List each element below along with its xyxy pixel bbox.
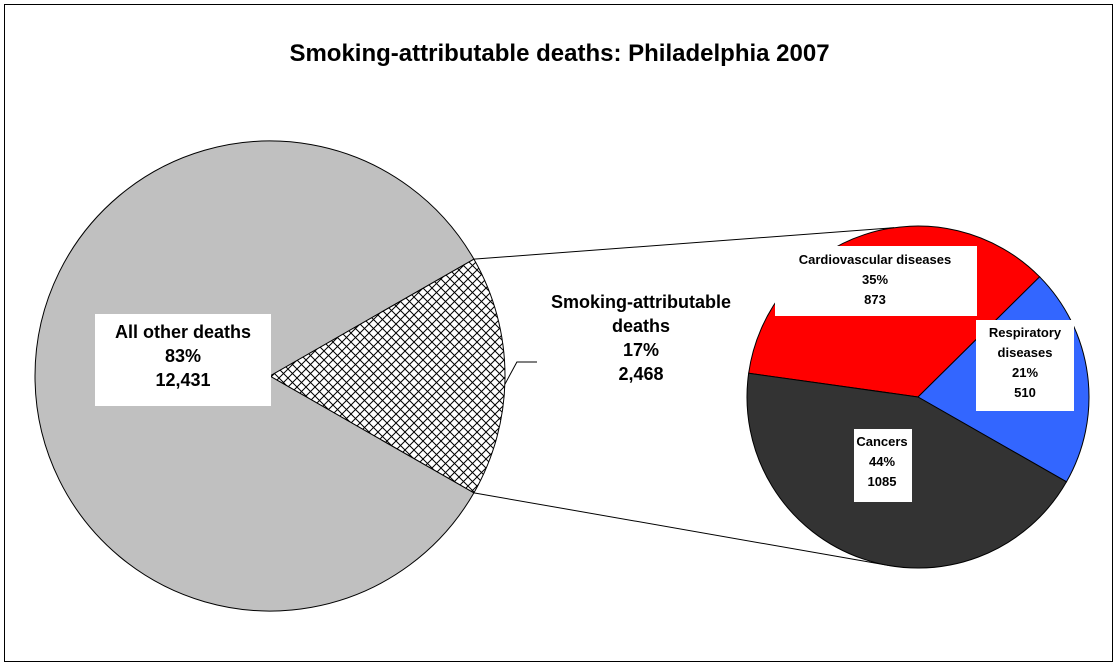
label-value: 1085 <box>868 474 897 489</box>
label-value: 2,468 <box>618 364 663 384</box>
slice-smoking-attributable-deaths <box>268 258 506 494</box>
label-cardiovascular-diseases: Cardiovascular diseases 35% 873 <box>775 246 977 316</box>
label-box <box>976 320 1074 411</box>
label-all-other-deaths: All other deaths 83% 12,431 <box>95 314 271 406</box>
label-box <box>854 429 912 502</box>
connector-line-bottom <box>473 492 889 566</box>
label-name: Respiratory <box>989 325 1062 340</box>
label-smoking-attributable-deaths: Smoking-attributable deaths 17% 2,468 <box>551 292 731 384</box>
connector-line-top <box>473 227 895 260</box>
label-value: 510 <box>1014 385 1036 400</box>
label-respiratory-diseases: Respiratory diseases 21% 510 <box>976 320 1074 411</box>
label-name: deaths <box>612 316 670 336</box>
label-percent: 83% <box>165 346 201 366</box>
label-name: All other deaths <box>115 322 251 342</box>
label-percent: 17% <box>623 340 659 360</box>
label-name: diseases <box>998 345 1053 360</box>
leader-line <box>504 361 537 385</box>
label-cancers: Cancers 44% 1085 <box>854 429 912 502</box>
connector-lines <box>473 227 895 566</box>
label-value: 12,431 <box>155 370 210 390</box>
label-percent: 35% <box>862 272 888 287</box>
label-box <box>95 314 271 406</box>
chart-title: Smoking-attributable deaths: Philadelphi… <box>289 40 830 67</box>
label-name: Smoking-attributable <box>551 292 731 312</box>
label-percent: 44% <box>869 454 895 469</box>
label-percent: 21% <box>1012 365 1038 380</box>
label-name: Cancers <box>856 434 907 449</box>
data-labels: All other deaths 83% 12,431 Smoking-attribu… <box>95 246 1074 502</box>
label-box <box>775 246 977 316</box>
label-name: Cardiovascular diseases <box>799 252 951 267</box>
label-value: 873 <box>864 292 886 307</box>
